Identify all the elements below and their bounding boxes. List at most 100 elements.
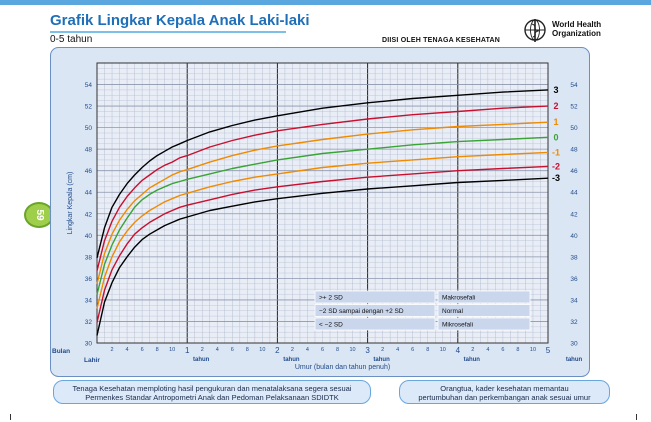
month-tick-label: 4 — [396, 347, 399, 353]
month-tick-label: 2 — [111, 347, 114, 353]
month-tick-label: 10 — [440, 347, 446, 353]
legend-category: Normal — [442, 308, 464, 315]
legend-condition-cell — [314, 317, 436, 331]
birth-label: Lahir — [84, 357, 100, 364]
month-tick-label: 4 — [216, 347, 219, 353]
crop-mark-right — [636, 414, 637, 420]
filled-by-note: DIISI OLEH TENAGA KESEHATAN — [382, 37, 501, 44]
month-tick-label: 4 — [306, 347, 309, 353]
health-worker-note: Tenaga Kesehatan memploting hasil penguk… — [53, 380, 371, 404]
y-tick-label-right: 44 — [570, 190, 578, 197]
x-axis-title: Umur (bulan dan tahun penuh) — [295, 364, 390, 371]
month-tick-label: 6 — [321, 347, 324, 353]
title-underline — [50, 31, 286, 33]
year-unit-label: tahun — [283, 357, 300, 363]
parent-note-line1: Orangtua, kader kesehatan memantau — [440, 384, 569, 393]
y-tick-label-left: 54 — [85, 82, 93, 89]
legend-condition: >+ 2 SD — [319, 295, 343, 302]
month-tick-label: 2 — [291, 347, 294, 353]
y-tick-label-right: 32 — [570, 319, 578, 326]
month-tick-label: 8 — [156, 347, 159, 353]
month-tick-label: 6 — [141, 347, 144, 353]
y-tick-label-right: 40 — [570, 233, 578, 240]
who-name-line1: World Health — [552, 20, 602, 29]
month-tick-label: 10 — [259, 347, 265, 353]
page-title: Grafik Lingkar Kepala Anak Laki-laki — [50, 12, 310, 29]
crop-mark-left — [10, 414, 11, 420]
y-tick-label-right: 38 — [570, 254, 578, 261]
who-logo: World Health Organization — [522, 17, 632, 43]
month-tick-label: 10 — [350, 347, 356, 353]
curve-sd-1 — [96, 121, 549, 284]
who-name-line2: Organization — [552, 29, 601, 38]
year-tick-number: 3 — [365, 346, 370, 355]
y-tick-label-left: 38 — [85, 254, 93, 261]
y-tick-label-left: 30 — [85, 341, 93, 348]
month-tick-label: 2 — [201, 347, 204, 353]
month-tick-label: 8 — [336, 347, 339, 353]
who-emblem-icon — [524, 19, 546, 42]
curve-label-sd-1: 1 — [553, 117, 558, 127]
curve-label-sd-3: 3 — [553, 85, 558, 95]
y-tick-label-right: 48 — [570, 147, 578, 154]
y-tick-label-left: 46 — [85, 168, 93, 175]
y-tick-label-left: 50 — [85, 125, 93, 132]
y-tick-label-left: 42 — [85, 211, 93, 218]
curve-sd-2 — [96, 105, 549, 271]
month-tick-label: 8 — [426, 347, 429, 353]
age-range-subtitle: 0-5 tahun — [50, 34, 93, 45]
curve-label-sd--3: -3 — [552, 173, 560, 183]
year-tick-number: 5 — [546, 346, 551, 355]
health-worker-note-line2: Permenkes Standar Antropometri Anak dan … — [85, 393, 339, 402]
curve-sd-3 — [96, 89, 549, 259]
curve-sd--1 — [96, 151, 549, 309]
x-axis-caption: Bulan — [52, 348, 70, 355]
year-unit-label: tahun — [193, 357, 210, 363]
curve-sd-0 — [96, 136, 549, 295]
year-unit-label: tahun — [373, 357, 390, 363]
month-tick-label: 6 — [411, 347, 414, 353]
legend-condition: < −2 SD — [319, 322, 343, 329]
y-tick-label-right: 36 — [570, 276, 578, 283]
month-tick-label: 4 — [486, 347, 489, 353]
legend-condition-cell — [314, 290, 436, 304]
parent-note-line2: pertumbuhan dan perkembangan anak sesuai… — [418, 393, 591, 402]
year-tick-number: 2 — [275, 346, 280, 355]
y-tick-label-right: 50 — [570, 125, 578, 132]
year-unit-label: tahun — [566, 357, 583, 363]
top-accent-bar — [0, 0, 651, 5]
month-tick-label: 8 — [246, 347, 249, 353]
y-tick-label-left: 36 — [85, 276, 93, 283]
month-tick-label: 10 — [169, 347, 175, 353]
y-tick-label-right: 42 — [570, 211, 578, 218]
health-worker-note-line1: Tenaga Kesehatan memploting hasil penguk… — [72, 384, 352, 393]
y-tick-label-left: 48 — [85, 147, 93, 154]
month-tick-label: 2 — [381, 347, 384, 353]
month-tick-label: 10 — [530, 347, 536, 353]
month-tick-label: 2 — [471, 347, 474, 353]
legend-condition-cell — [314, 304, 436, 317]
legend-category-cell — [437, 304, 531, 317]
y-axis-title: Lingkar Kepala (cm) — [67, 172, 74, 235]
year-tick-number: 4 — [456, 346, 461, 355]
month-tick-label: 4 — [126, 347, 129, 353]
month-tick-label: 6 — [231, 347, 234, 353]
y-tick-label-left: 52 — [85, 104, 93, 111]
y-tick-label-left: 32 — [85, 319, 93, 326]
legend-category: Mikrosefali — [442, 322, 473, 329]
legend-category: Makrosefali — [442, 295, 475, 302]
curve-label-sd--2: -2 — [552, 161, 560, 171]
y-tick-label-left: 40 — [85, 233, 93, 240]
month-tick-label: 6 — [501, 347, 504, 353]
plot-border — [96, 62, 549, 344]
y-tick-label-right: 54 — [570, 82, 578, 89]
y-tick-label-left: 34 — [85, 297, 93, 304]
curve-label-sd-2: 2 — [553, 101, 558, 111]
year-unit-label: tahun — [464, 357, 481, 363]
y-tick-label-right: 52 — [570, 104, 578, 111]
y-tick-label-left: 44 — [85, 190, 93, 197]
curve-label-sd-0: 0 — [553, 132, 558, 142]
y-tick-label-right: 30 — [570, 341, 578, 348]
legend-category-cell — [437, 290, 531, 304]
